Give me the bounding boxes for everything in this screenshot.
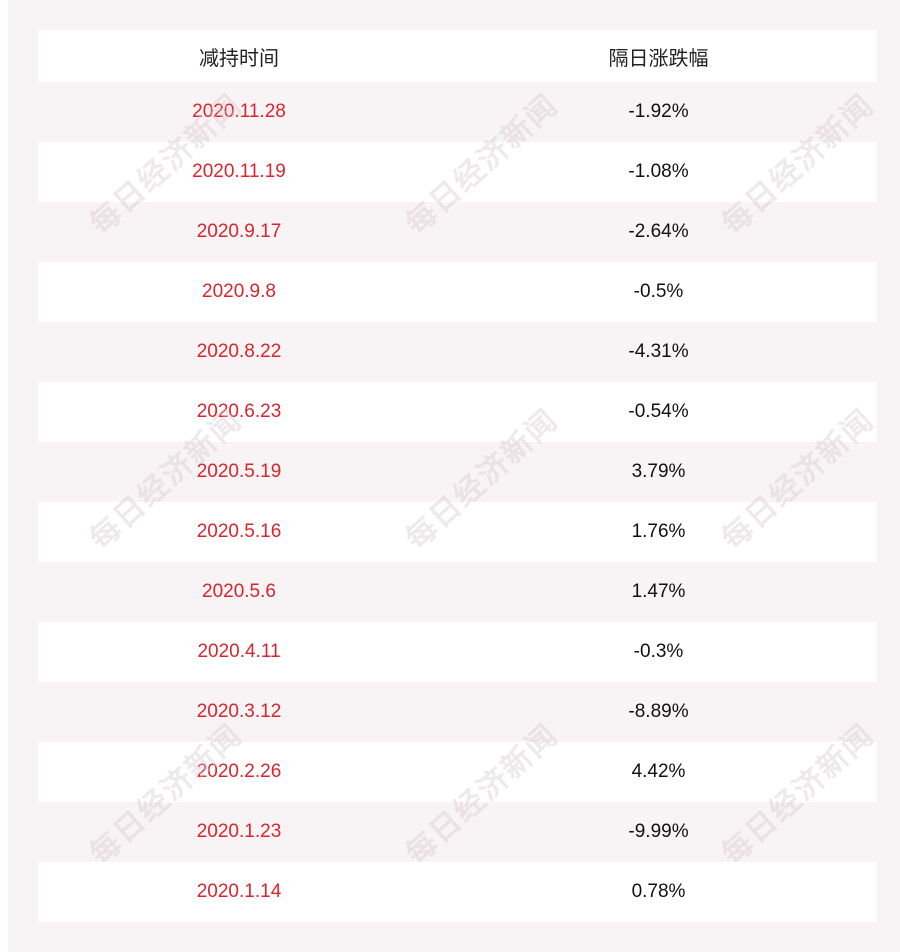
date-cell: 2020.3.12: [196, 701, 282, 722]
change-cell: -1.08%: [628, 161, 689, 182]
change-cell: -8.89%: [628, 701, 689, 722]
date-cell: 2020.5.19: [196, 461, 282, 482]
date-cell: 2020.5.6: [202, 581, 276, 602]
change-cell: 0.78%: [631, 881, 686, 902]
change-cell: -9.99%: [628, 821, 689, 842]
data-table: 减持时间 隔日涨跌幅 2020.11.28 -1.92% 2020.11.19 -1.…: [38, 30, 877, 922]
table-panel: 减持时间 隔日涨跌幅 2020.11.28 -1.92% 2020.11.19 -1.…: [8, 0, 900, 952]
change-cell: 4.42%: [631, 761, 686, 782]
change-cell: 1.47%: [631, 581, 686, 602]
table-row: 2020.5.19 3.79%: [38, 442, 877, 502]
table-row: 2020.5.16 1.76%: [38, 502, 877, 562]
date-cell: 2020.1.23: [196, 821, 282, 842]
date-cell: 2020.11.19: [192, 161, 286, 182]
date-cell: 2020.1.14: [196, 881, 282, 902]
change-cell: -1.92%: [628, 101, 689, 122]
table-row: 2020.8.22 -4.31%: [38, 322, 877, 382]
header-date: 减持时间: [199, 45, 279, 70]
table-row: 2020.6.23 -0.54%: [38, 382, 877, 442]
change-cell: -0.54%: [628, 401, 689, 422]
date-cell: 2020.5.16: [196, 521, 282, 542]
table-row: 2020.3.12 -8.89%: [38, 682, 877, 742]
date-cell: 2020.2.26: [196, 761, 282, 782]
table-row: 2020.11.19 -1.08%: [38, 142, 877, 202]
table-row: 2020.11.28 -1.92%: [38, 82, 877, 142]
change-cell: -0.3%: [633, 641, 684, 662]
table-row: 2020.1.14 0.78%: [38, 862, 877, 922]
table-row: 2020.2.26 4.42%: [38, 742, 877, 802]
header-change: 隔日涨跌幅: [608, 45, 709, 70]
table-row: 2020.4.11 -0.3%: [38, 622, 877, 682]
change-cell: -0.5%: [633, 281, 684, 302]
table-row: 2020.9.17 -2.64%: [38, 202, 877, 262]
table-body: 2020.11.28 -1.92% 2020.11.19 -1.08% 2020.9.1…: [38, 82, 877, 922]
date-cell: 2020.9.8: [202, 281, 276, 302]
table-header-row: 减持时间 隔日涨跌幅: [38, 30, 877, 82]
change-cell: -4.31%: [628, 341, 689, 362]
date-cell: 2020.11.28: [192, 101, 286, 122]
date-cell: 2020.9.17: [196, 221, 282, 242]
date-cell: 2020.4.11: [197, 641, 281, 662]
date-cell: 2020.6.23: [196, 401, 282, 422]
table-row: 2020.9.8 -0.5%: [38, 262, 877, 322]
table-row: 2020.1.23 -9.99%: [38, 802, 877, 862]
change-cell: 3.79%: [631, 461, 686, 482]
table-row: 2020.5.6 1.47%: [38, 562, 877, 622]
change-cell: 1.76%: [631, 521, 686, 542]
change-cell: -2.64%: [628, 221, 689, 242]
date-cell: 2020.8.22: [196, 341, 282, 362]
